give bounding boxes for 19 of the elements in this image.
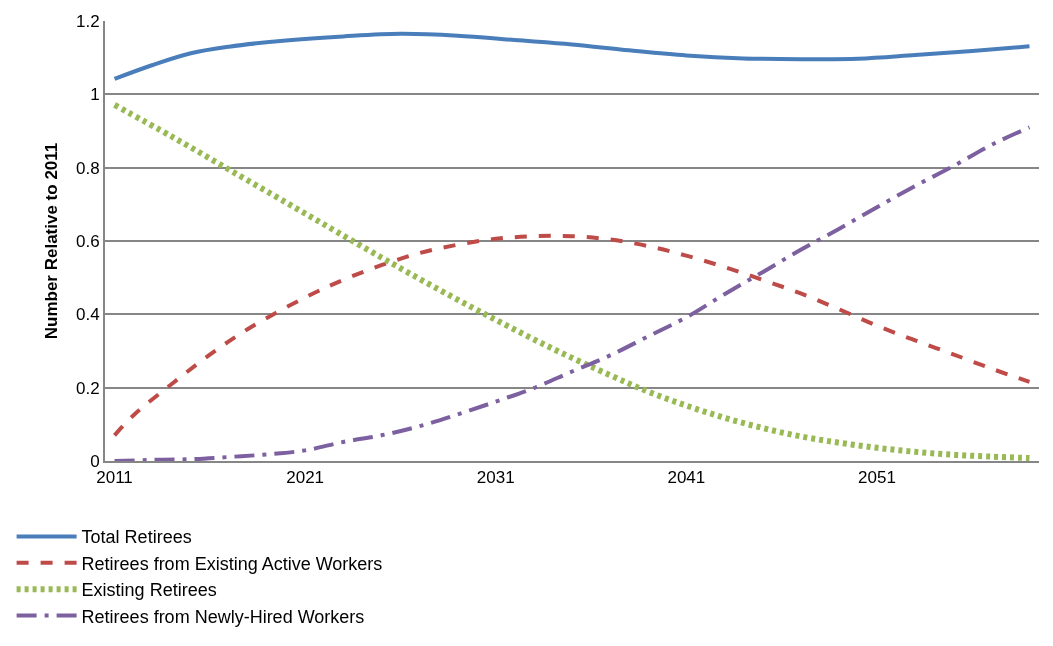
y-tick-label: 0 <box>90 451 100 471</box>
y-tick-label: 0.4 <box>75 305 100 325</box>
legend-label: Retirees from Existing Active Workers <box>81 553 383 574</box>
x-tick-label: 2051 <box>858 468 896 488</box>
x-tick-label: 2041 <box>667 468 706 488</box>
line-series <box>112 31 1032 81</box>
x-tick-label: 2031 <box>476 468 515 488</box>
legend-label: Existing Retirees <box>81 580 217 601</box>
y-axis-title: Number Relative to 2011 <box>42 142 62 340</box>
y-tick-label: 0.2 <box>75 378 100 398</box>
line-series <box>112 233 1032 438</box>
y-tick-label: 0.6 <box>75 231 100 251</box>
y-tick-label: 0.8 <box>75 158 100 178</box>
legend-label: Total Retirees <box>81 527 192 548</box>
y-tick-label: 1 <box>90 85 100 105</box>
y-tick-label: 1.2 <box>75 11 100 31</box>
x-tick-label: 2021 <box>286 468 325 488</box>
x-tick-label: 2011 <box>96 468 133 488</box>
legend-label: Retirees from Newly-Hired Workers <box>81 606 365 627</box>
